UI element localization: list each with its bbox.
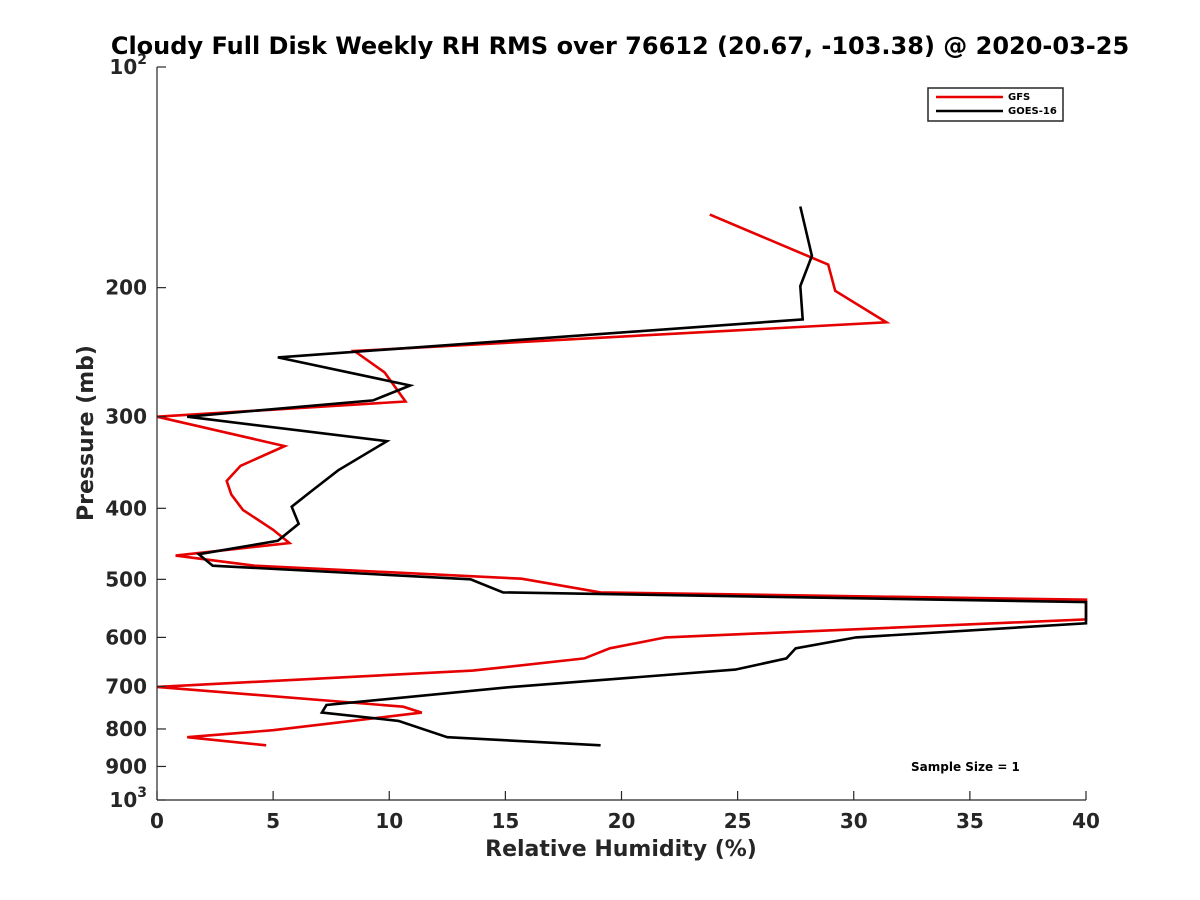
y-axis-label: Pressure (mb) (74, 345, 99, 521)
x-ticks: 0 5 10 15 20 25 30 35 40 (150, 791, 1100, 833)
x-tick-label: 20 (608, 809, 636, 833)
y-tick-label: 103 (109, 785, 147, 812)
legend-label-goes16: GOES-16 (1008, 106, 1057, 117)
y-tick-label: 800 (105, 717, 147, 741)
y-tick-label: 300 (105, 405, 147, 429)
legend-label-gfs: GFS (1008, 92, 1030, 103)
y-tick-label: 400 (105, 496, 147, 520)
y-tick-label: 200 (105, 276, 147, 300)
y-tick-label: 500 (105, 567, 147, 591)
y-ticks: 102 200 300 400 500 600 700 800 900 103 (105, 52, 166, 812)
y-tick-label: 102 (109, 52, 147, 79)
x-tick-label: 35 (956, 809, 984, 833)
plot-area (157, 67, 1086, 800)
x-tick-label: 30 (840, 809, 868, 833)
x-tick-label: 25 (724, 809, 752, 833)
sample-size-annotation: Sample Size = 1 (911, 760, 1020, 774)
chart-title: Cloudy Full Disk Weekly RH RMS over 7661… (111, 32, 1129, 60)
x-axis-label: Relative Humidity (%) (485, 837, 757, 862)
y-tick-label: 600 (105, 625, 147, 649)
x-tick-label: 15 (491, 809, 519, 833)
x-tick-label: 40 (1072, 809, 1100, 833)
legend-box (927, 87, 1064, 122)
y-tick-label: 700 (105, 674, 147, 698)
y-tick-label: 900 (105, 754, 147, 778)
x-tick-label: 0 (150, 809, 164, 833)
series-line-goes16 (187, 206, 1088, 747)
x-tick-label: 5 (266, 809, 280, 833)
legend: GFS GOES-16 (927, 87, 1064, 122)
x-tick-label: 10 (375, 809, 403, 833)
